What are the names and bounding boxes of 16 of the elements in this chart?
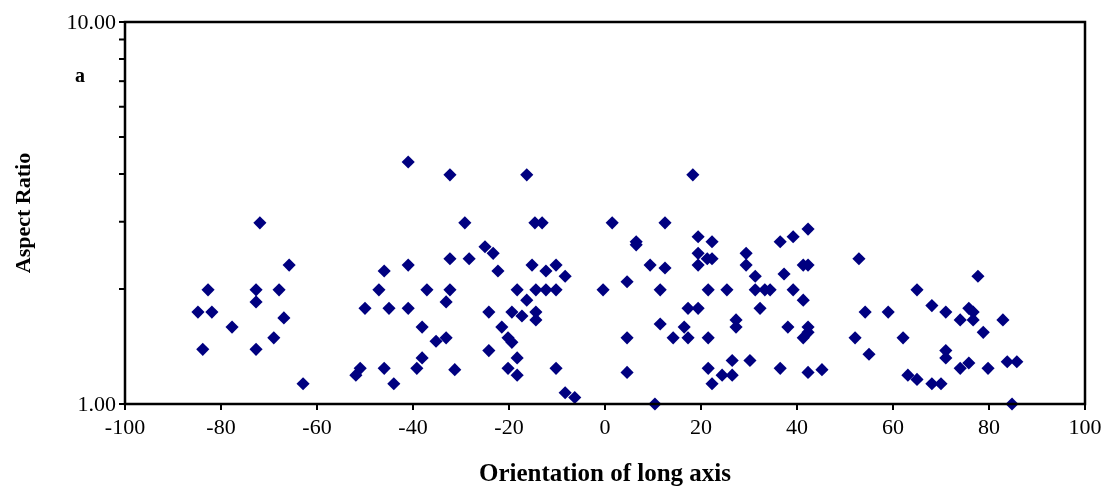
x-tick-label: 20 xyxy=(690,414,712,439)
x-tick-label: 40 xyxy=(786,414,808,439)
x-tick-label: -100 xyxy=(104,414,146,439)
x-tick-label: -20 xyxy=(494,414,524,439)
text: a xyxy=(75,64,85,86)
x-axis-title: Orientation of long axis xyxy=(478,459,732,486)
x-tick-label: -40 xyxy=(398,414,428,439)
y-axis-title: Aspect Ratio xyxy=(10,152,35,274)
x-tick-label: 0 xyxy=(599,414,611,439)
x-tick-label: 80 xyxy=(978,414,1000,439)
x-tick-label: -60 xyxy=(302,414,332,439)
x-tick-label: 60 xyxy=(882,414,904,439)
x-tick-label: -80 xyxy=(206,414,236,439)
y-tick-label: 10.00 xyxy=(66,9,116,34)
y-tick-label: 1.00 xyxy=(77,391,116,416)
x-tick-label: 100 xyxy=(1068,414,1102,439)
